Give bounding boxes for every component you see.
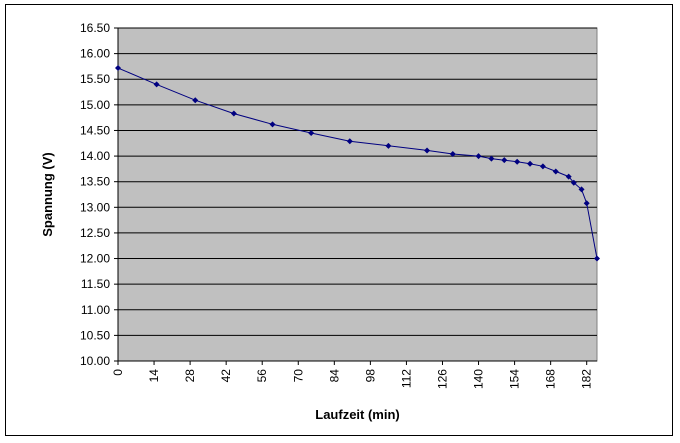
data-point	[192, 97, 199, 104]
data-point	[424, 147, 431, 154]
data-point	[565, 173, 572, 180]
y-tick-label: 15.50	[80, 72, 110, 86]
y-tick-label: 11.50	[81, 277, 110, 291]
data-point	[308, 130, 315, 137]
x-tick-label: 112	[399, 369, 413, 388]
data-point	[475, 153, 482, 160]
data-point	[570, 179, 577, 186]
x-tick-label: 168	[544, 369, 558, 389]
y-tick-label: 14.50	[80, 123, 110, 137]
data-point	[552, 168, 559, 175]
x-tick-label: 154	[508, 369, 522, 389]
x-tick-label: 84	[327, 369, 341, 383]
x-tick-label: 42	[219, 369, 233, 383]
data-point	[230, 110, 237, 117]
line-chart: 10.00 10.50 11.00 11.50 12.00 12.50 13.00 13.50…	[40, 21, 600, 422]
data-point	[269, 121, 276, 128]
gridlines	[118, 27, 597, 336]
x-tick-labels: 0 14 28 42 56 70 84 98 112 126 140 154 168 182	[111, 361, 594, 389]
data-point	[115, 64, 121, 71]
data-point	[449, 151, 456, 158]
plot-area	[117, 27, 598, 362]
y-tick-label: 16.00	[80, 47, 110, 61]
y-tick-label: 12.50	[80, 226, 110, 240]
x-axis-title: Laufzeit (min)	[315, 407, 400, 422]
data-point	[346, 138, 353, 145]
x-tick-label: 98	[363, 369, 377, 383]
axes	[117, 28, 597, 362]
y-tick-label: 10.00	[80, 354, 110, 368]
data-point	[578, 186, 585, 193]
x-tick-label: 14	[147, 369, 161, 383]
x-tick-label: 70	[291, 369, 305, 383]
y-tick-label: 13.00	[80, 200, 110, 214]
x-tick-label: 140	[472, 369, 486, 389]
data-point	[385, 142, 392, 149]
data-point	[501, 157, 508, 164]
series-layer	[115, 64, 600, 262]
data-point	[583, 200, 590, 207]
y-tick-label: 12.00	[80, 252, 110, 266]
data-point	[488, 155, 495, 162]
y-tick-label: 15.00	[80, 98, 110, 112]
data-point	[527, 160, 534, 167]
y-axis-title: Spannung (V)	[40, 152, 55, 237]
x-tick-label: 182	[580, 369, 594, 389]
data-point	[153, 81, 160, 88]
y-tick-label: 13.50	[80, 175, 110, 189]
x-tick-label: 0	[111, 369, 125, 376]
x-tick-label: 126	[435, 369, 449, 389]
data-point	[514, 158, 521, 165]
x-tick-label: 56	[255, 369, 269, 383]
data-point	[539, 163, 546, 170]
y-tick-label: 11.00	[81, 303, 110, 317]
series-line	[117, 67, 598, 259]
x-tick-label: 28	[183, 369, 197, 383]
y-tick-label: 10.50	[80, 328, 110, 342]
chart-frame: 10.00 10.50 11.00 11.50 12.00 12.50 13.00 13.50…	[5, 4, 673, 436]
y-tick-labels: 10.00 10.50 11.00 11.50 12.00 12.50 13.00 13.50…	[80, 21, 118, 368]
y-tick-label: 16.50	[80, 21, 110, 35]
y-tick-label: 14.00	[80, 149, 110, 163]
